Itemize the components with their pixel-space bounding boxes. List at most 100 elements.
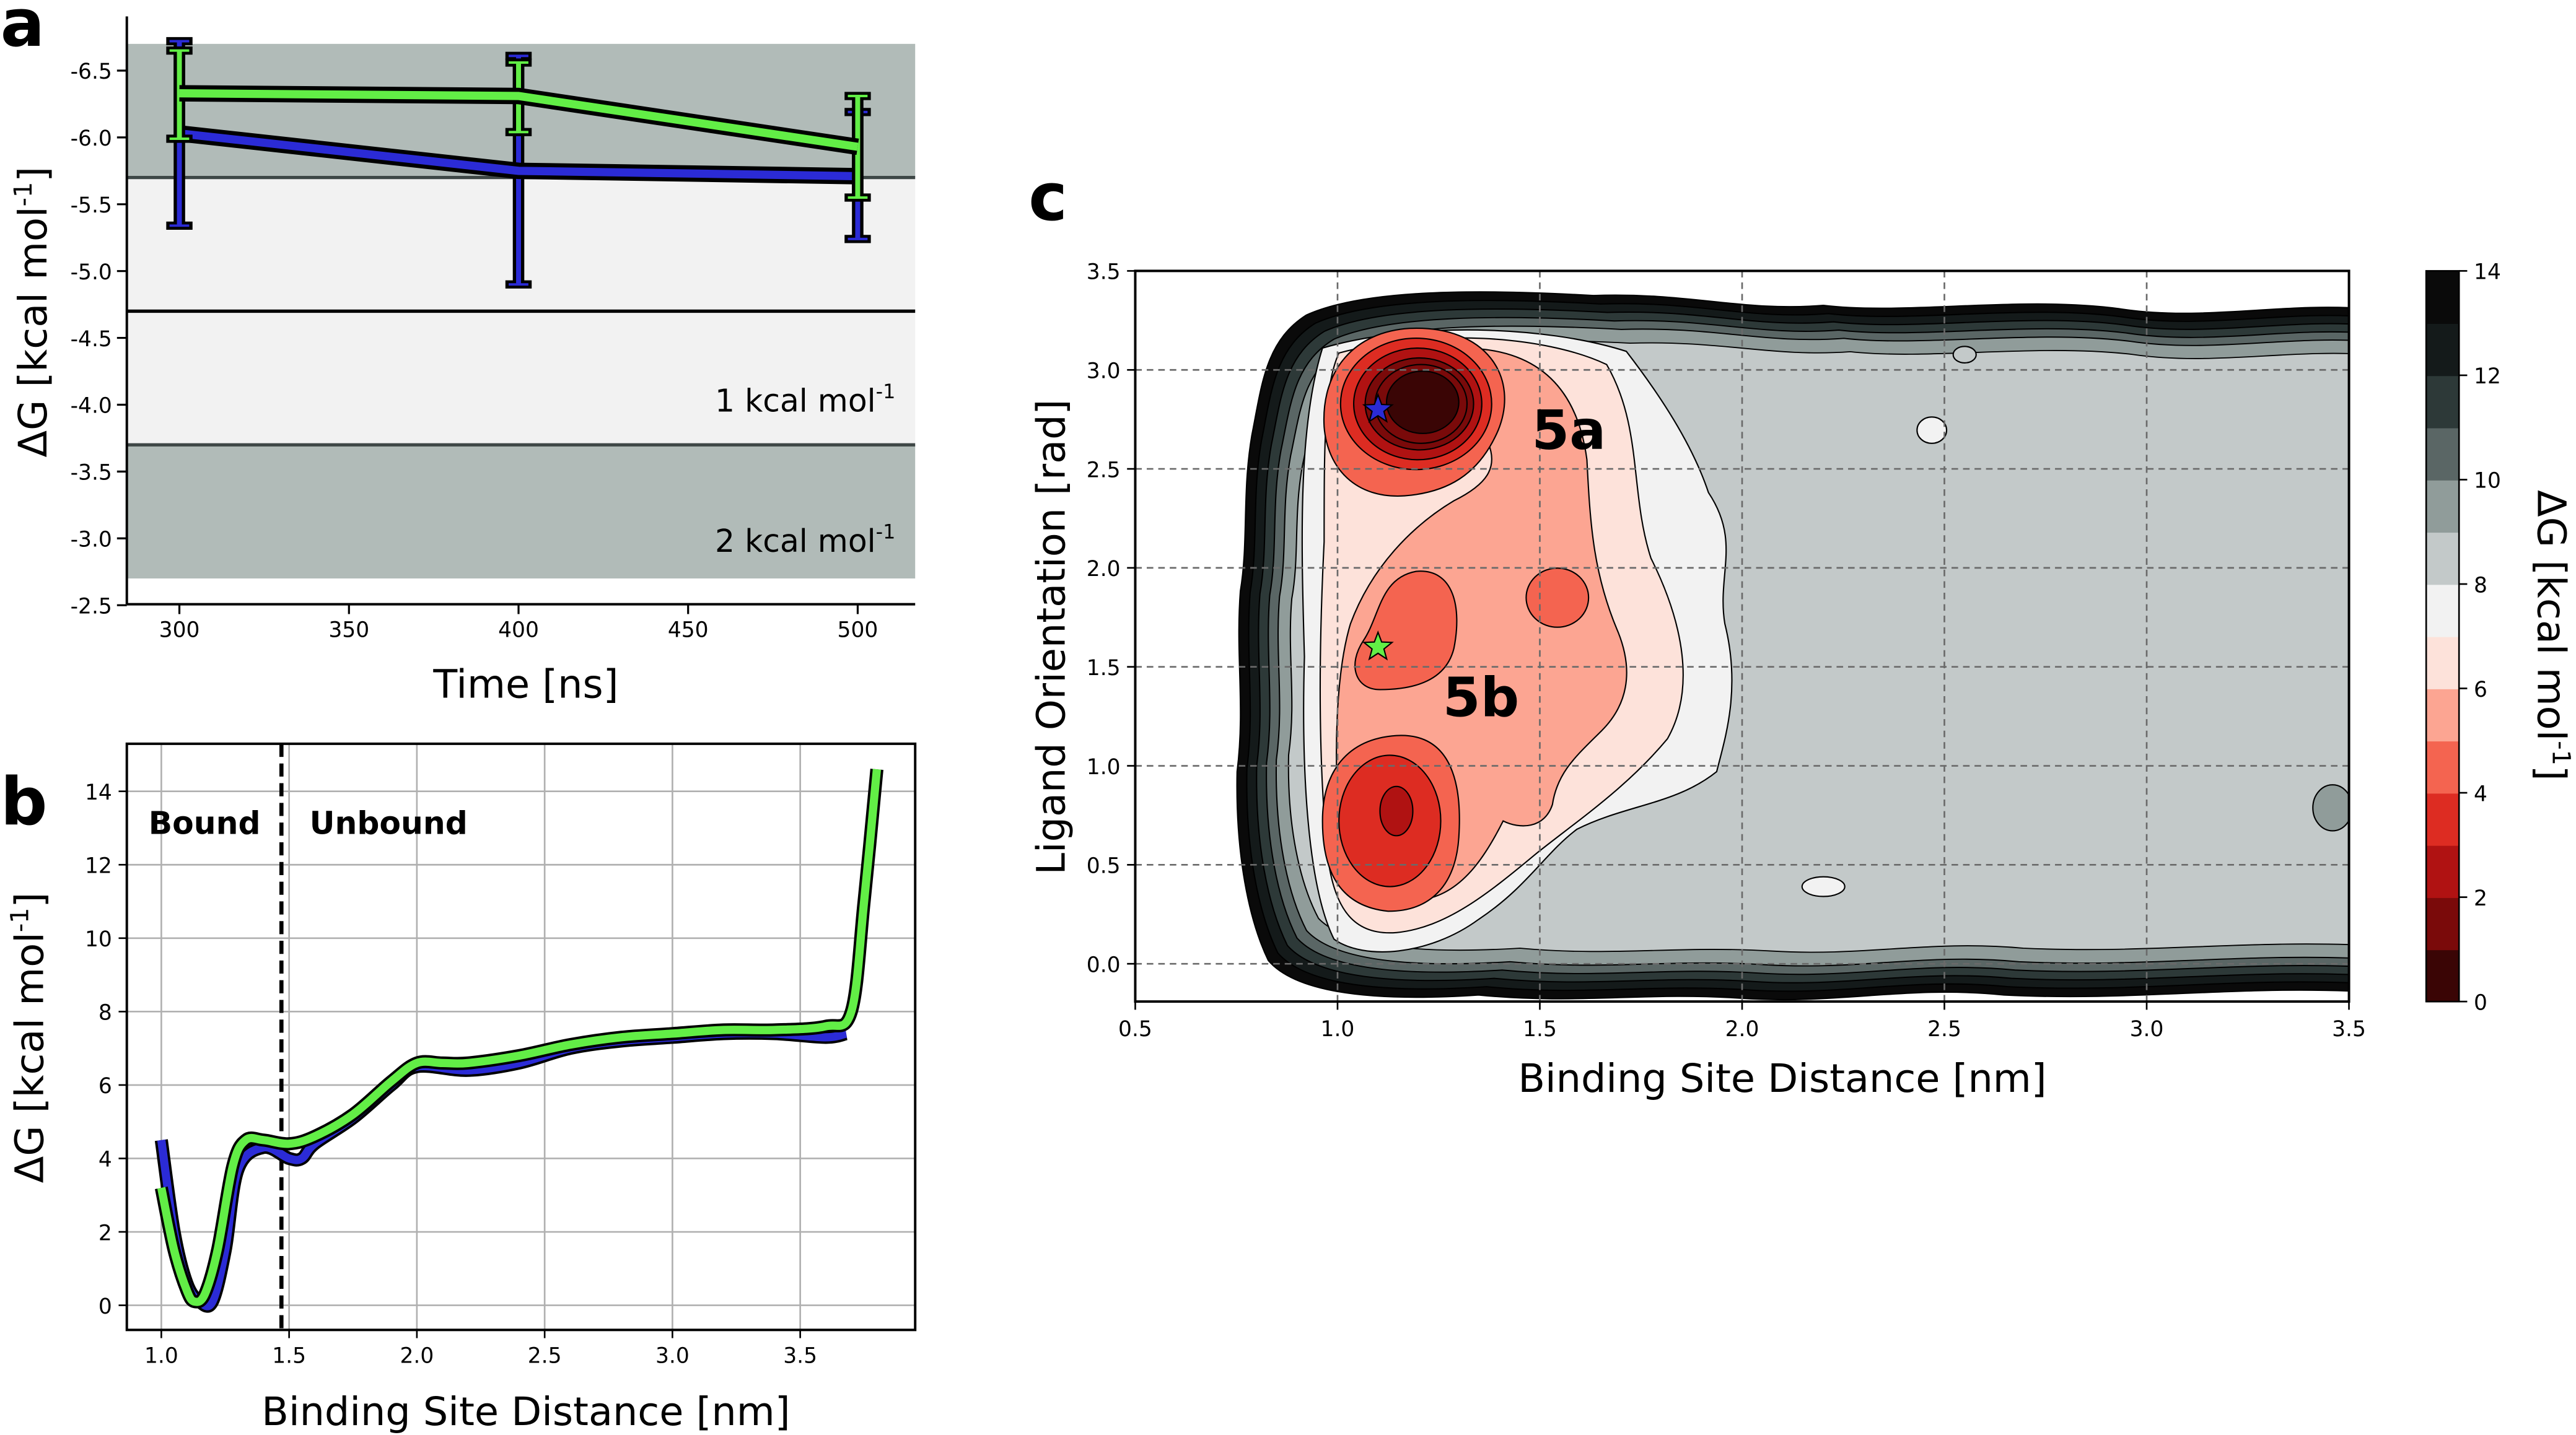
plot-frame [125,742,917,1332]
y-tick-label: 0.0 [1087,953,1121,977]
minimum-label-5b: 5b [1443,666,1519,730]
y-tick-label: 3.0 [1087,359,1121,384]
band-annotation-text: 1 kcal mol [715,382,876,419]
y-tick-label: 2.0 [1087,557,1121,582]
colorbar-level-2 [2426,845,2460,898]
band [126,445,916,579]
contour-blob-level-4 [1525,567,1590,628]
y-axis-label-sup: -1 [9,182,38,207]
colorbar-tick-label: 2 [2474,886,2487,911]
curve-blue-outline [154,1026,848,1313]
colorbar-label-sup: -1 [2546,741,2575,765]
minimum-label-5a: 5a [1531,399,1606,462]
band-annotation-sup: -1 [876,380,896,403]
colorbar-tick-label: 4 [2474,782,2487,806]
colorbar-level-4 [2426,740,2460,794]
y-tick-label: -4.0 [71,394,112,419]
y-tick-label: -6.0 [71,126,112,151]
y-axis-label-end: ] [11,167,56,182]
y-axis-label: Ligand Orientation [rad] [1028,399,1074,875]
x-tick-label: 3.0 [2130,1017,2164,1042]
panel-label-b: b [1,764,48,840]
x-tick-label: 400 [498,618,539,643]
y-axis-label: ΔG [kcal mol-1] [9,167,56,458]
region-label: Unbound [310,805,468,842]
colorbar-tick-label: 0 [2474,990,2487,1015]
y-tick-label: 3.5 [1087,260,1121,285]
colorbar-label-main: ΔG [kcal mol [2528,490,2574,741]
band-annotation-sup: -1 [876,520,896,544]
x-tick-label: 3.5 [783,1343,817,1368]
colorbar-level-8 [2426,531,2460,585]
colorbar-label: ΔG [kcal mol-1] [2528,490,2575,781]
colorbar-level-6 [2426,636,2460,689]
colorbar-level-3 [2426,793,2460,846]
colorbar-tick-label: 12 [2474,364,2501,389]
curve-green [157,769,881,1306]
x-tick-label: 3.5 [2332,1017,2366,1042]
band-annotation: 2 kcal mol-1 [715,520,895,559]
contour-5a-level-0 [1386,370,1460,434]
x-tick-label: 2.0 [400,1343,434,1368]
series-blue-line [178,129,858,181]
panel-a-chart: 1 kcal mol-12 kcal mol-1-6.5-6.0-5.5-5.0… [9,16,916,708]
contour-island [2312,784,2349,832]
y-tick-label: -5.0 [71,260,112,285]
x-tick-label: 1.0 [144,1343,178,1368]
colorbar-level-9 [2426,479,2460,533]
y-tick-label: 1.0 [1087,755,1121,780]
contour-island [1952,346,1977,364]
x-tick-label: 2.5 [1927,1017,1961,1042]
y-axis-label-main: ΔG [kcal mol [7,932,53,1183]
plot-frame [1134,269,2350,1003]
panel-c-chart: 0.5 1.0 1.5 2.0 2.5 3.0 3.5 0.0 0.5 1.0 1.5 2.0 2.5 3… [1028,260,2575,1102]
y-tick-label: 14 [85,780,112,805]
x-axis-label: Binding Site Distance [nm] [261,1389,790,1435]
colorbar-frame [2425,270,2460,1003]
contour-5b-level-4 [1354,570,1458,691]
panel-b-chart: 1.0 1.5 2.0 2.5 3.0 3.5 0 2 4 6 8 10 12 14 Bound Unboun… [6,742,917,1435]
panel-label-c: c [1028,160,1067,236]
colorbar-level-0 [2426,949,2460,1003]
y-axis-label-main: ΔG [kcal mol [11,206,56,457]
x-tick-label: 1.0 [1321,1017,1355,1042]
region-label: Bound [149,805,261,842]
colorbar-tick-label: 10 [2474,469,2501,494]
y-tick-label: 4 [99,1148,112,1172]
x-tick-label: 3.0 [655,1343,690,1368]
band-annotation: 1 kcal mol-1 [715,380,895,419]
contour-island [1801,876,1846,897]
contour-low-level-2 [1379,785,1414,837]
y-tick-label: -3.0 [71,528,112,552]
colorbar-level-11 [2426,375,2460,429]
curve-green-outline [155,769,883,1309]
y-tick-label: 10 [85,927,112,952]
y-tick-label: -6.5 [71,59,112,84]
x-tick-label: 350 [328,618,369,643]
series-green-line [179,89,859,151]
y-axis-label-end: ] [7,892,53,908]
y-axis-label-sup: -1 [6,908,35,933]
y-tick-label: 1.5 [1087,656,1121,681]
minimum-star-5a [1362,393,1394,423]
y-tick-label: 12 [85,853,112,878]
x-tick-label: 450 [668,618,709,643]
band-annotation-text: 2 kcal mol [715,523,876,559]
x-axis-label: Binding Site Distance [nm] [1518,1056,2046,1102]
colorbar-level-1 [2426,897,2460,951]
y-tick-label: -2.5 [71,594,112,619]
y-axis-label: ΔG [kcal mol-1] [6,892,53,1184]
x-tick-label: 300 [159,618,200,643]
colorbar-level-12 [2426,323,2460,377]
y-tick-label: -5.5 [71,193,112,218]
y-tick-label: 6 [99,1074,112,1099]
panel-label-a: a [1,0,45,62]
y-tick-label: 8 [99,1001,112,1026]
band [126,311,916,445]
panel-c-axes: 0.5 1.0 1.5 2.0 2.5 3.0 3.5 0.0 0.5 1.0 1.5 2.0 2.5 3… [1028,260,2575,1102]
colorbar-tick-label: 8 [2474,573,2487,598]
x-tick-label: 1.5 [272,1343,306,1368]
minimum-star-5b [1362,630,1394,661]
y-tick-label: 2.5 [1087,458,1121,482]
